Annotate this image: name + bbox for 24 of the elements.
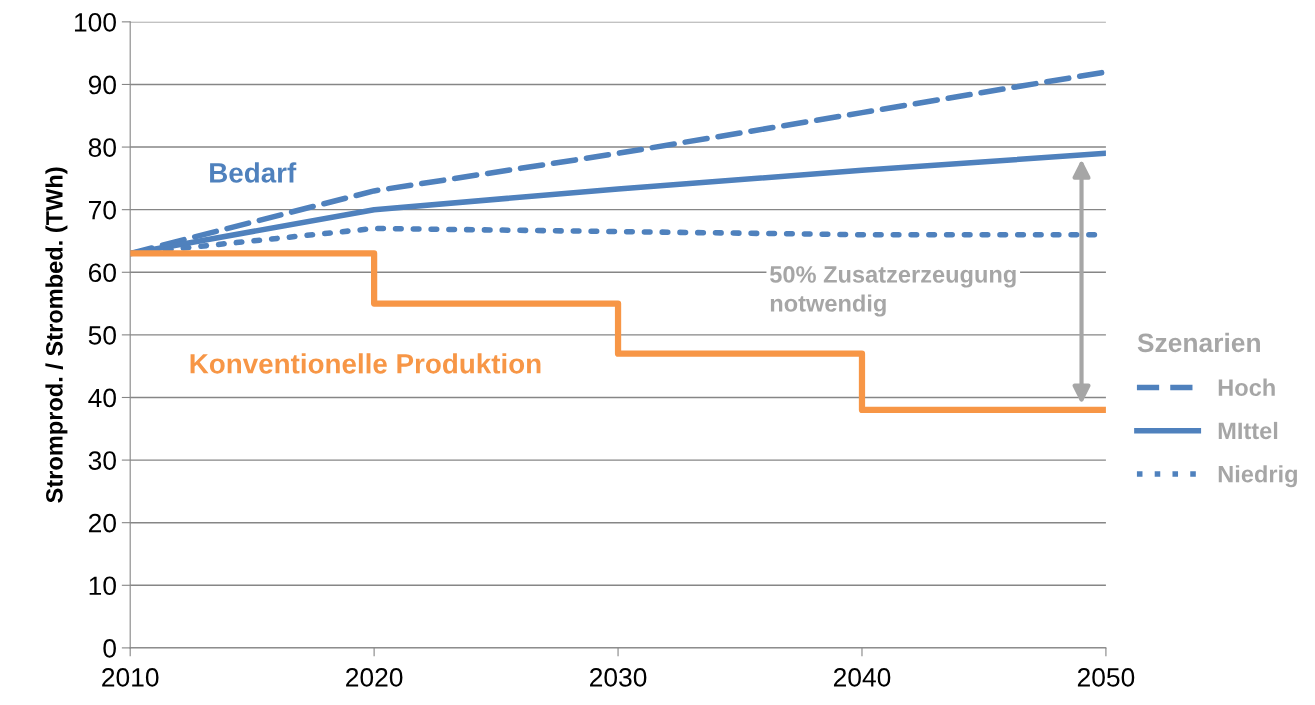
y-tick-label: 90 xyxy=(88,75,116,95)
y-tick-label: 60 xyxy=(88,263,116,283)
y-tick-label: 70 xyxy=(88,200,116,220)
legend-label: Hoch xyxy=(1218,378,1275,396)
series-label: Konventionelle Produktion xyxy=(190,353,541,374)
x-tick-label: 2030 xyxy=(590,668,647,687)
y-tick-label: 40 xyxy=(88,388,116,408)
legend-label: MIttel xyxy=(1218,421,1278,440)
y-tick-label: 20 xyxy=(88,513,116,533)
y-axis-title: Stromprod. / Strombed. (TWh) xyxy=(45,167,68,503)
x-tick-label: 2050 xyxy=(1077,668,1135,687)
y-tick-label: 30 xyxy=(88,451,116,470)
x-tick-label: 2040 xyxy=(833,668,891,687)
x-tick-label: 2020 xyxy=(346,668,403,687)
annotation: Bedarf xyxy=(210,162,297,183)
annotation: 50% Zusatzerzeugung notwendig xyxy=(770,266,1016,317)
y-tick-label: 80 xyxy=(88,138,116,157)
x-tick-label: 2010 xyxy=(102,668,159,687)
legend-title: Szenarien xyxy=(1137,332,1260,353)
legend-label: Niedrig xyxy=(1218,465,1297,488)
y-tick-label: 100 xyxy=(74,12,116,32)
y-tick-label: 10 xyxy=(89,576,116,596)
y-tick-label: 50 xyxy=(88,326,116,345)
y-tick-label: 0 xyxy=(103,639,116,658)
